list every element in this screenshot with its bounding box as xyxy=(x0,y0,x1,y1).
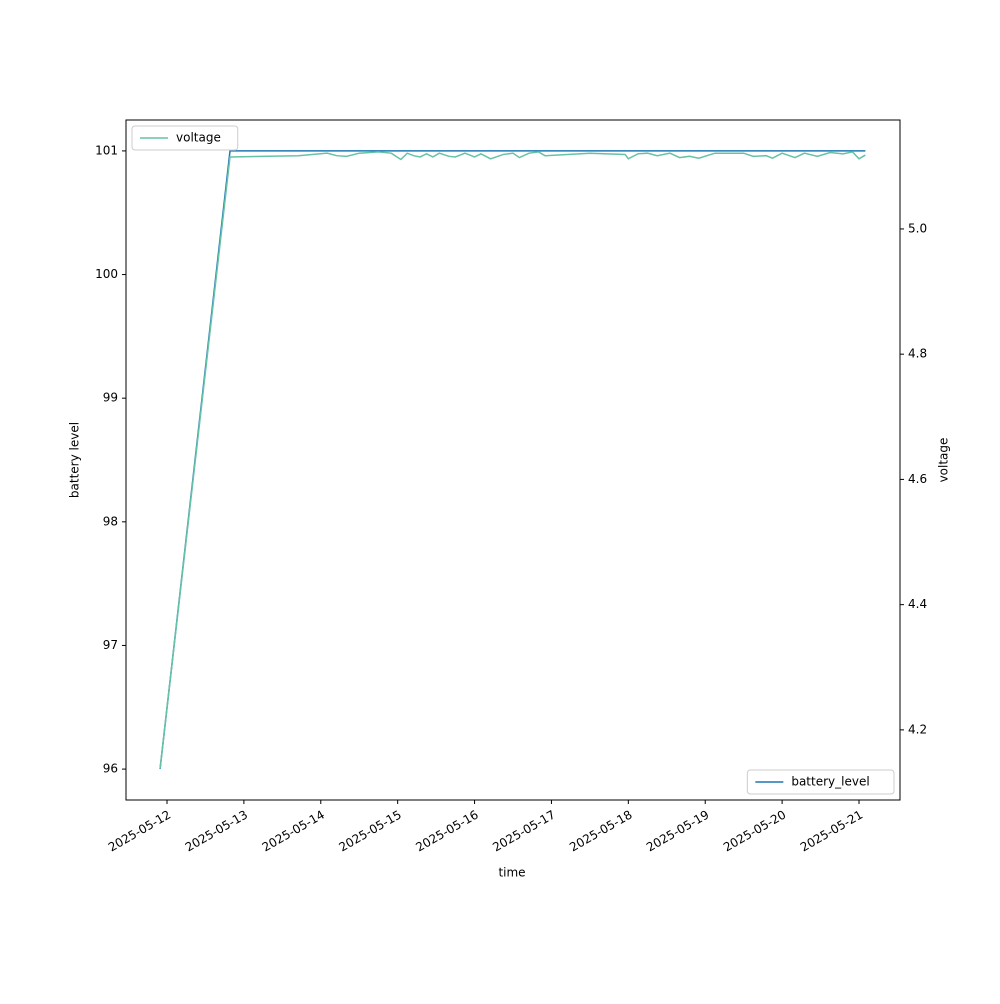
x-tick-label: 2025-05-13 xyxy=(183,808,250,855)
x-tick-label: 2025-05-20 xyxy=(721,808,788,855)
x-tick-label: 2025-05-15 xyxy=(337,808,404,855)
x-tick-label: 2025-05-12 xyxy=(106,808,173,855)
x-tick-label: 2025-05-16 xyxy=(413,808,480,855)
y-tick-label: 99 xyxy=(103,391,118,405)
x-tick-label: 2025-05-19 xyxy=(644,808,711,855)
y-axis-label: battery level xyxy=(68,422,82,498)
y2-tick-label: 4.4 xyxy=(908,597,927,611)
legend-label: battery_level xyxy=(791,775,869,789)
y2-tick-label: 4.2 xyxy=(908,722,927,736)
x-tick-label: 2025-05-21 xyxy=(798,808,865,855)
y-tick-label: 97 xyxy=(103,638,118,652)
y2-axis-label: voltage xyxy=(937,438,951,483)
legend: voltage xyxy=(131,125,239,151)
y-tick-label: 96 xyxy=(103,762,118,776)
x-tick-label: 2025-05-18 xyxy=(567,808,634,855)
line-series xyxy=(159,150,866,770)
x-axis-label: time xyxy=(498,866,525,880)
y-tick-label: 101 xyxy=(95,143,118,157)
line-series xyxy=(159,151,866,769)
legend: battery_level xyxy=(746,769,895,795)
y-tick-label: 100 xyxy=(95,267,118,281)
y2-tick-label: 5.0 xyxy=(908,221,927,235)
y2-tick-label: 4.8 xyxy=(908,347,927,361)
y2-tick-label: 4.6 xyxy=(908,472,927,486)
y-tick-label: 98 xyxy=(103,514,118,528)
legend-label: voltage xyxy=(176,131,221,145)
legend-box xyxy=(746,769,895,795)
legend-box xyxy=(131,125,239,151)
x-tick-label: 2025-05-17 xyxy=(490,808,557,855)
x-tick-label: 2025-05-14 xyxy=(260,808,327,855)
plot-frame xyxy=(125,119,901,801)
